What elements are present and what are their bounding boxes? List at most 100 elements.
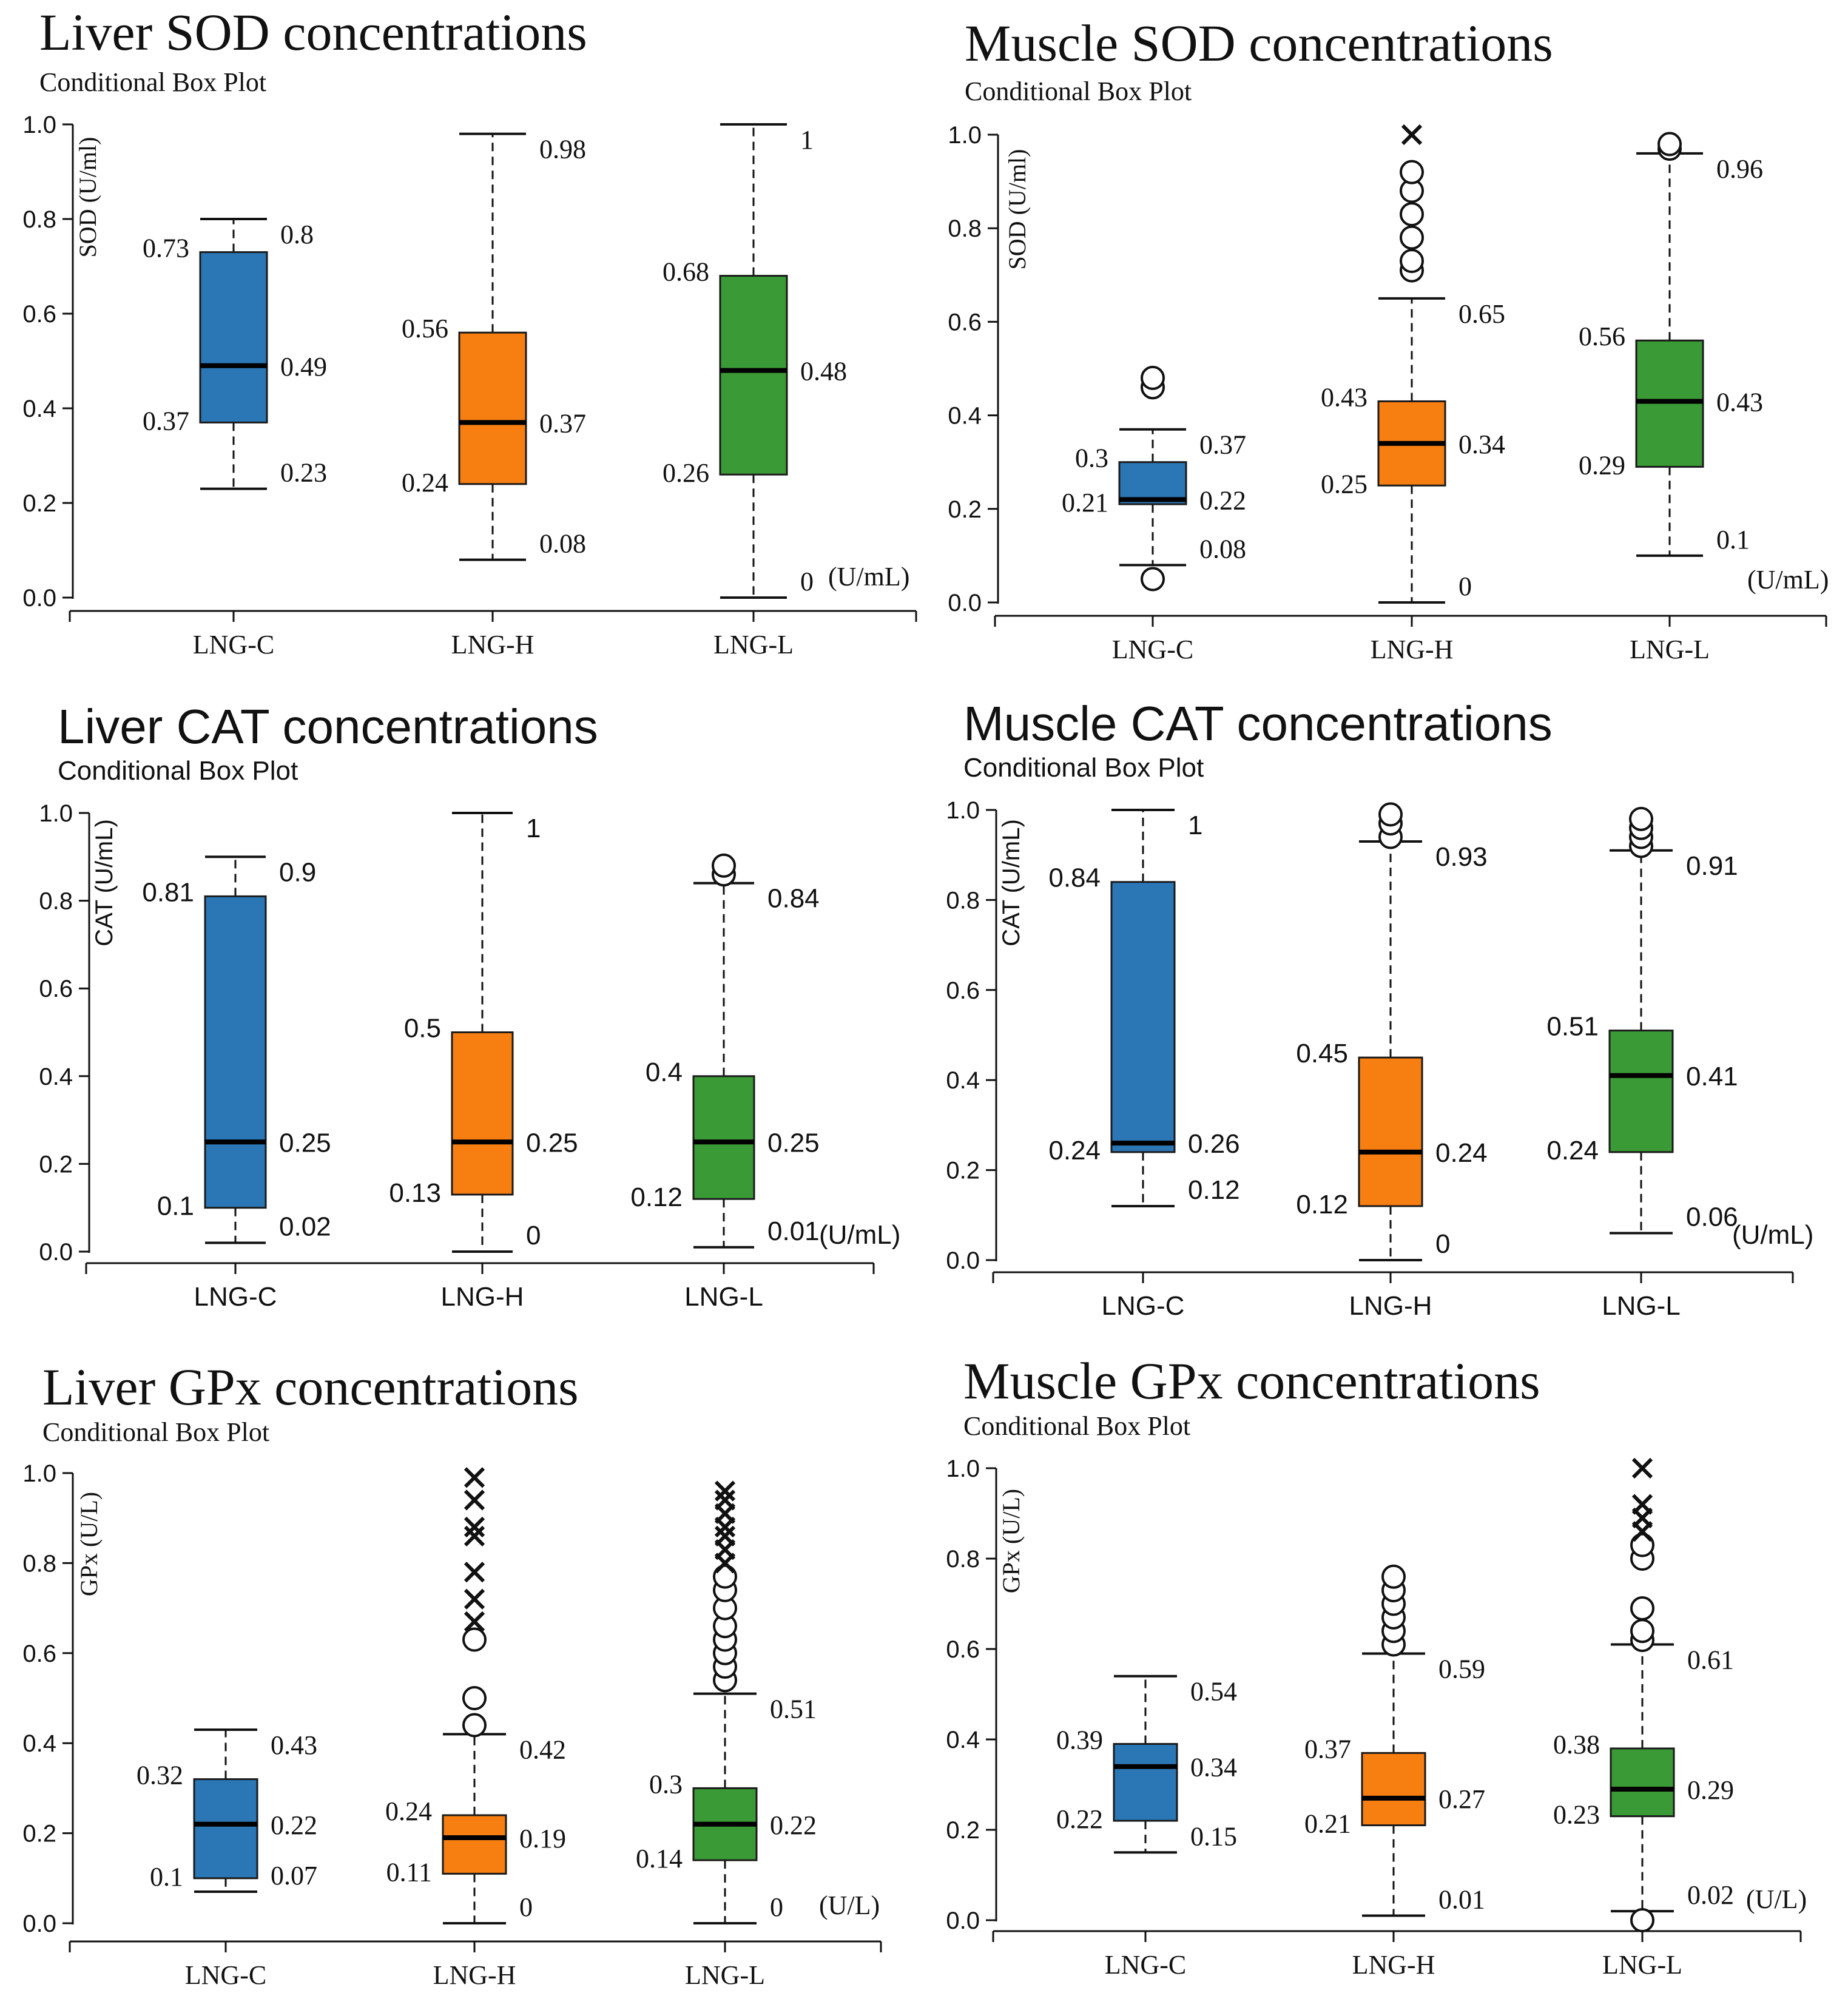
x-tick-label: LNG-H (451, 630, 535, 659)
q1-value-label: 0.24 (402, 468, 448, 497)
chart-title: Muscle GPx concentrations (963, 1352, 1540, 1410)
q3-value-label: 0.56 (1579, 322, 1625, 351)
y-tick-label: 1.0 (22, 112, 56, 138)
q3-value-label: 0.51 (1546, 1012, 1599, 1042)
max-value-label: 0.8 (280, 220, 314, 249)
y-tick-label: 0.4 (22, 1730, 56, 1757)
min-value-label: 0.23 (280, 458, 327, 488)
unit-label: (U/mL) (1747, 565, 1829, 595)
min-value-label: 0.02 (279, 1212, 331, 1242)
q3-value-label: 0.3 (649, 1769, 683, 1799)
q1-value-label: 0.21 (1062, 488, 1108, 518)
q3-value-label: 0.37 (1304, 1734, 1351, 1764)
y-tick-label: 1.0 (22, 1460, 56, 1487)
outlier-circle (462, 1686, 487, 1710)
y-tick-label: 0.4 (39, 1064, 73, 1090)
y-tick-label: 0.0 (948, 590, 982, 616)
outlier-circle (1400, 202, 1424, 227)
median-value-label: 0.34 (1459, 430, 1505, 459)
max-value-label: 0.59 (1438, 1654, 1485, 1684)
y-tick-label: 0.0 (39, 1239, 73, 1266)
max-value-label: 0.98 (539, 135, 586, 164)
min-value-label: 0.01 (767, 1216, 820, 1246)
box-group-lng-h: LNG-H 1 0 0.25 0.5 0.13 (389, 812, 578, 1312)
max-value-label: 0.84 (767, 884, 820, 914)
q1-value-label: 0.22 (1056, 1804, 1103, 1834)
y-tick-label: 0.8 (39, 888, 73, 915)
q3-value-label: 0.84 (1048, 863, 1101, 893)
median-value-label: 0.26 (1188, 1129, 1240, 1159)
max-value-label: 0.96 (1716, 154, 1763, 184)
chart-subtitle: Conditional Box Plot (963, 1411, 1190, 1441)
box-rect (193, 1778, 258, 1880)
min-value-label: 0.08 (539, 529, 586, 559)
y-tick-label: 0.6 (22, 301, 56, 328)
median-value-label: 0.43 (1716, 387, 1763, 417)
outlier-circle (462, 1627, 487, 1652)
outlier-circle (1629, 806, 1653, 831)
box-group-lng-l: LNG-L 0.84 0.01 0.25 0.4 0.12 (630, 853, 820, 1312)
min-value-label: 0 (526, 1221, 541, 1250)
q3-value-label: 0.5 (404, 1014, 441, 1044)
box-rect (1113, 1742, 1178, 1822)
q1-value-label: 0.29 (1579, 450, 1625, 480)
q3-value-label: 0.39 (1056, 1725, 1103, 1755)
y-axis-label: SOD (U/ml) (1003, 149, 1031, 270)
y-tick-label: 0.6 (22, 1641, 56, 1667)
box-group-lng-l: LNG-L 0.61 0.02 0.29 0.38 0.23 (1553, 1457, 1734, 1980)
unit-label: (U/L) (1746, 1884, 1807, 1914)
x-tick-label: LNG-L (685, 1960, 765, 1990)
max-value-label: 0.9 (279, 857, 316, 887)
median-value-label: 0.25 (767, 1128, 820, 1158)
y-tick-label: 1.0 (39, 800, 73, 827)
y-tick-label: 0.6 (946, 1636, 980, 1663)
q3-value-label: 0.73 (143, 234, 189, 263)
outlier-circle (1657, 132, 1682, 157)
y-tick-label: 0.8 (948, 215, 982, 242)
y-tick-label: 0.6 (946, 977, 980, 1004)
outlier-cross (464, 1516, 485, 1538)
x-tick-label: LNG-C (193, 630, 274, 659)
x-tick-label: LNG-H (1371, 635, 1454, 664)
box-group-lng-c: LNG-C 0.54 0.15 0.34 0.39 0.22 (1056, 1674, 1237, 1980)
max-value-label: 0.43 (271, 1730, 317, 1760)
min-value-label: 0.01 (1438, 1885, 1485, 1915)
x-tick-label: LNG-H (1352, 1950, 1435, 1980)
outlier-circle (1400, 160, 1424, 184)
y-axis-label: GPx (U/L) (997, 1489, 1025, 1593)
outlier-circle (1141, 365, 1165, 390)
y-tick-label: 1.0 (948, 122, 982, 149)
median-value-label: 0.27 (1438, 1784, 1485, 1814)
q3-value-label: 0.43 (1321, 382, 1367, 412)
q1-value-label: 0.23 (1553, 1800, 1600, 1830)
outlier-circle (1400, 225, 1424, 250)
q3-value-label: 0.45 (1296, 1039, 1348, 1068)
y-axis-label: CAT (U/mL) (91, 819, 118, 946)
min-value-label: 0.08 (1199, 534, 1246, 564)
min-value-label: 0.06 (1686, 1202, 1738, 1232)
box-group-lng-c: LNG-C 0.43 0.07 0.22 0.32 0.1 (137, 1728, 317, 1990)
q1-value-label: 0.12 (630, 1182, 683, 1212)
outlier-circle (1630, 1908, 1654, 1932)
y-tick-label: 0.8 (22, 1550, 56, 1577)
chart-subtitle: Conditional Box Plot (58, 756, 298, 786)
q3-value-label: 0.81 (142, 877, 194, 907)
box-group-lng-h: LNG-H 0.59 0.01 0.27 0.37 0.21 (1304, 1564, 1485, 1980)
unit-label: (U/L) (819, 1890, 880, 1920)
x-tick-label: LNG-L (713, 630, 794, 659)
chart-subtitle: Conditional Box Plot (963, 753, 1204, 783)
box-rect (1608, 1030, 1674, 1153)
x-tick-label: LNG-L (684, 1282, 763, 1312)
box-group-lng-h: LNG-H 0.98 0.08 0.37 0.56 0.24 (402, 132, 586, 659)
max-value-label: 1 (1188, 811, 1202, 840)
y-tick-label: 0.6 (39, 976, 73, 1002)
x-tick-label: LNG-H (441, 1282, 524, 1312)
q1-value-label: 0.11 (386, 1857, 432, 1887)
max-value-label: 0.37 (1199, 430, 1246, 460)
outlier-cross (714, 1489, 736, 1511)
outlier-cross (464, 1588, 485, 1610)
q3-value-label: 0.56 (402, 314, 448, 343)
